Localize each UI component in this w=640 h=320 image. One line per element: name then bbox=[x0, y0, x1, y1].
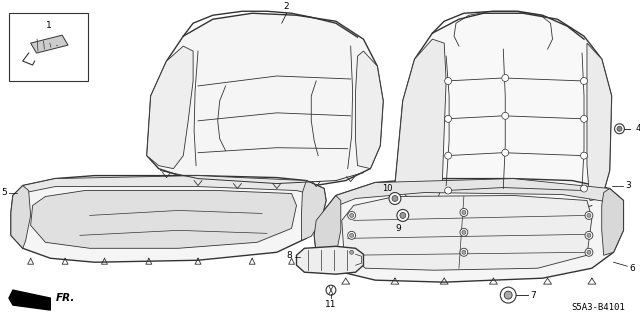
Circle shape bbox=[348, 231, 356, 239]
Circle shape bbox=[348, 248, 356, 256]
Circle shape bbox=[389, 193, 401, 204]
Circle shape bbox=[349, 213, 354, 217]
Polygon shape bbox=[314, 179, 623, 282]
Circle shape bbox=[504, 291, 512, 299]
Circle shape bbox=[580, 77, 588, 84]
Circle shape bbox=[326, 285, 336, 295]
Polygon shape bbox=[301, 180, 326, 240]
Text: 4: 4 bbox=[636, 124, 640, 133]
Circle shape bbox=[502, 112, 509, 119]
Circle shape bbox=[349, 250, 354, 254]
Text: FR.: FR. bbox=[56, 293, 76, 303]
Circle shape bbox=[585, 212, 593, 220]
Text: 7: 7 bbox=[530, 291, 536, 300]
Circle shape bbox=[348, 212, 356, 220]
Circle shape bbox=[614, 124, 625, 134]
Circle shape bbox=[587, 213, 591, 217]
Text: 6: 6 bbox=[629, 264, 635, 273]
Text: 5: 5 bbox=[1, 188, 7, 197]
Circle shape bbox=[585, 231, 593, 239]
Circle shape bbox=[502, 75, 509, 82]
Circle shape bbox=[392, 196, 398, 202]
Circle shape bbox=[397, 210, 409, 221]
Text: S5A3-B4101: S5A3-B4101 bbox=[572, 303, 625, 312]
Text: 9: 9 bbox=[395, 224, 401, 233]
Circle shape bbox=[500, 287, 516, 303]
Polygon shape bbox=[31, 35, 68, 53]
Circle shape bbox=[349, 233, 354, 237]
Circle shape bbox=[587, 233, 591, 237]
Polygon shape bbox=[602, 188, 623, 255]
Circle shape bbox=[445, 115, 452, 122]
Circle shape bbox=[502, 149, 509, 156]
Polygon shape bbox=[395, 39, 446, 208]
Circle shape bbox=[462, 250, 466, 254]
Circle shape bbox=[460, 248, 468, 256]
Circle shape bbox=[460, 228, 468, 236]
Circle shape bbox=[462, 211, 466, 214]
Circle shape bbox=[580, 185, 588, 192]
Polygon shape bbox=[314, 196, 341, 270]
Polygon shape bbox=[342, 196, 592, 270]
Bar bbox=[9, 13, 88, 81]
Polygon shape bbox=[11, 176, 326, 262]
Polygon shape bbox=[587, 43, 612, 201]
Text: 3: 3 bbox=[625, 181, 631, 190]
Circle shape bbox=[580, 115, 588, 122]
Polygon shape bbox=[23, 176, 324, 196]
Polygon shape bbox=[147, 13, 383, 188]
Text: 10: 10 bbox=[383, 184, 393, 193]
Polygon shape bbox=[11, 186, 31, 248]
Circle shape bbox=[462, 230, 466, 234]
Circle shape bbox=[460, 208, 468, 216]
Circle shape bbox=[445, 187, 452, 194]
Polygon shape bbox=[356, 51, 383, 169]
Circle shape bbox=[445, 77, 452, 84]
Polygon shape bbox=[9, 290, 51, 310]
Polygon shape bbox=[31, 190, 296, 248]
Polygon shape bbox=[336, 179, 623, 205]
Circle shape bbox=[585, 248, 593, 256]
Circle shape bbox=[617, 126, 622, 131]
Polygon shape bbox=[395, 13, 612, 222]
Circle shape bbox=[587, 250, 591, 254]
Circle shape bbox=[580, 152, 588, 159]
Polygon shape bbox=[147, 46, 193, 169]
Circle shape bbox=[400, 212, 406, 219]
Text: 1: 1 bbox=[45, 21, 51, 30]
Circle shape bbox=[445, 152, 452, 159]
Text: 8: 8 bbox=[287, 251, 292, 260]
Text: 11: 11 bbox=[325, 300, 337, 309]
Text: 2: 2 bbox=[284, 2, 289, 11]
Polygon shape bbox=[296, 246, 364, 274]
